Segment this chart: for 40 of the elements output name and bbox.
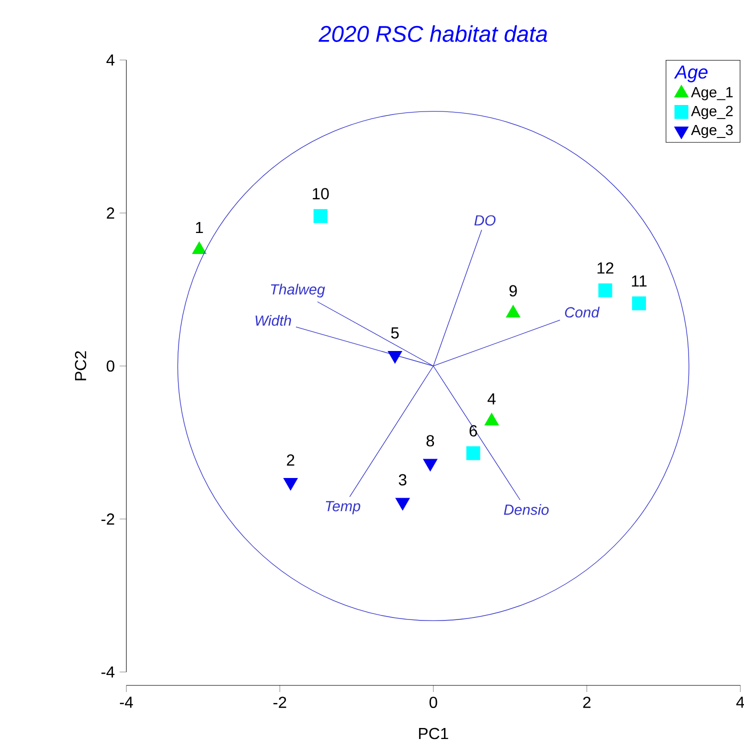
y-tick-label: 4 <box>106 54 114 66</box>
x-tick-label: 4 <box>736 696 744 708</box>
annotation: 3 <box>398 474 406 486</box>
y-tick-label: 2 <box>106 207 114 219</box>
annotation: 9 <box>509 285 517 296</box>
y-tick-label: -4 <box>101 666 114 678</box>
point <box>395 498 410 510</box>
y-tick-label: 0 <box>106 360 114 372</box>
point <box>466 446 480 460</box>
x-tick-label: -4 <box>120 696 133 708</box>
series-label: Temp <box>326 501 360 514</box>
chart-title: 2020 RSC habitat data <box>318 25 548 42</box>
legend-label: Age_3 <box>690 124 733 138</box>
y-tick-label: -2 <box>101 513 114 525</box>
y-axis-title: PC2 <box>74 351 86 380</box>
annotation: 2 <box>286 454 294 466</box>
annotation: 11 <box>632 276 646 287</box>
point <box>422 458 438 472</box>
series-label: Cond <box>564 306 600 318</box>
point <box>598 283 612 298</box>
point <box>313 209 328 223</box>
series-label: Densio <box>504 504 549 515</box>
point <box>283 478 298 491</box>
annotation: 10 <box>312 188 329 200</box>
legend-title: Age <box>674 66 708 82</box>
annotation: 8 <box>426 435 434 446</box>
series-label: Width <box>255 315 291 326</box>
annotation: 1 <box>196 222 203 234</box>
annotation: 12 <box>597 262 614 274</box>
series-label: DO <box>474 215 496 226</box>
series-label: Thalweg <box>270 284 325 298</box>
x-axis-title: PC1 <box>418 728 448 740</box>
annotation: 4 <box>487 393 496 404</box>
x-tick-label: -2 <box>273 696 286 708</box>
x-tick-label: 2 <box>583 696 590 708</box>
annotation: 5 <box>391 327 399 339</box>
legend-label: Age_2 <box>690 106 732 120</box>
legend-label: Age_1 <box>690 87 733 100</box>
x-tick-label: 0 <box>429 696 438 708</box>
point <box>632 296 646 310</box>
